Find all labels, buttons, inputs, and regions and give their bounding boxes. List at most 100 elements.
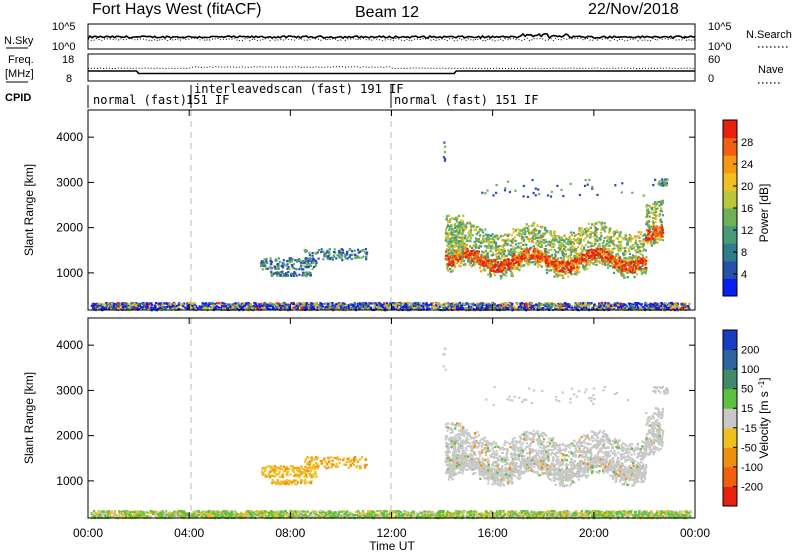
echo-cell — [613, 256, 616, 259]
echo-cell — [591, 223, 594, 226]
echo-cell — [340, 306, 343, 309]
echo-cell — [152, 307, 155, 310]
echo-cell — [517, 265, 520, 268]
echo-cell — [482, 240, 485, 243]
echo-cell — [398, 303, 401, 306]
echo-cell — [470, 246, 474, 250]
echo-cell — [582, 306, 586, 309]
echo-cell — [633, 306, 636, 309]
echo-cell — [398, 304, 402, 307]
echo-cell — [531, 240, 534, 243]
echo-cell — [601, 262, 604, 265]
echo-cell — [561, 236, 564, 239]
echo-cell — [627, 306, 631, 309]
echo-cell — [458, 225, 461, 228]
echo-cell — [645, 256, 648, 259]
echo-cell — [500, 245, 503, 248]
echo-cell — [493, 235, 496, 238]
echo-cell — [626, 243, 629, 246]
echo-cell — [641, 250, 644, 253]
echo-cell — [593, 256, 596, 259]
noise-left-label: N.Sky — [4, 35, 34, 47]
echo-cell — [572, 265, 575, 268]
echo-cell — [573, 246, 576, 249]
echo-cell — [175, 304, 178, 308]
echo-cell — [477, 250, 480, 253]
echo-cell — [383, 305, 386, 308]
echo-cell — [663, 304, 666, 308]
echo-cell — [513, 253, 516, 256]
echo-cell — [278, 271, 281, 274]
echo-cell — [579, 258, 582, 261]
echo-cell — [473, 251, 477, 254]
echo-cell — [94, 307, 98, 310]
echo-cell — [455, 258, 458, 261]
echo-cell — [453, 306, 456, 309]
echo-cell — [469, 240, 472, 243]
echo-cell — [615, 259, 618, 262]
nave-label: Nave — [758, 64, 784, 76]
echo-cell — [229, 303, 233, 306]
echo-cell — [260, 263, 263, 266]
echo-cell — [283, 301, 286, 305]
echo-cell — [475, 233, 478, 236]
cpid-label: CPID — [5, 92, 31, 104]
echo-cell — [620, 268, 623, 271]
echo-cell — [504, 233, 507, 236]
echo-cell — [554, 250, 558, 253]
echo-cell — [523, 308, 526, 311]
echo-cell — [598, 243, 601, 246]
echo-cell — [465, 243, 468, 246]
echo-cell — [236, 307, 239, 310]
echo-cell — [583, 261, 586, 264]
echo-cell — [540, 251, 544, 254]
echo-cell — [557, 235, 560, 238]
echo-cell — [587, 256, 591, 259]
echo-cell — [201, 302, 204, 305]
echo-cell — [340, 251, 343, 255]
echo-cell — [457, 305, 460, 308]
echo-cell — [493, 274, 497, 277]
echo-cell — [567, 262, 571, 265]
echo-cell — [498, 250, 501, 253]
echo-cell — [177, 303, 180, 306]
echo-cell — [559, 306, 562, 309]
echo-cell — [455, 251, 458, 254]
echo-cell — [172, 307, 175, 310]
echo-cell — [374, 305, 377, 308]
echo-cell — [615, 254, 618, 257]
echo-cell — [303, 273, 306, 276]
echo-cell — [310, 307, 313, 310]
echo-cell — [235, 305, 239, 308]
echo-cell — [123, 305, 126, 308]
echo-cell — [330, 304, 333, 307]
echo-cell — [566, 261, 569, 264]
echo-cell — [512, 231, 515, 234]
echo-cell — [615, 237, 618, 240]
echo-cell — [642, 238, 645, 241]
echo-cell — [571, 249, 574, 252]
echo-cell — [266, 267, 269, 270]
echo-cell — [651, 308, 655, 311]
echo-cell — [550, 248, 553, 251]
echo-cell — [477, 253, 480, 256]
echo-cell — [315, 302, 318, 305]
echo-cell — [164, 306, 167, 309]
echo-cell — [467, 251, 470, 255]
echo-cell — [335, 303, 338, 306]
echo-cell — [516, 258, 519, 262]
echo-cell — [509, 253, 512, 256]
echo-cell — [482, 234, 485, 237]
echo-cell — [387, 303, 390, 306]
echo-cell — [338, 256, 341, 259]
echo-cell — [168, 306, 171, 309]
echo-cell — [427, 304, 431, 307]
echo-cell — [486, 266, 489, 269]
echo-cell — [485, 250, 488, 253]
echo-cell — [570, 241, 573, 244]
echo-cell — [234, 306, 237, 309]
echo-cell — [528, 240, 531, 243]
echo-cell — [95, 303, 99, 306]
echo-cell — [512, 255, 515, 258]
echo-cell — [577, 303, 580, 306]
